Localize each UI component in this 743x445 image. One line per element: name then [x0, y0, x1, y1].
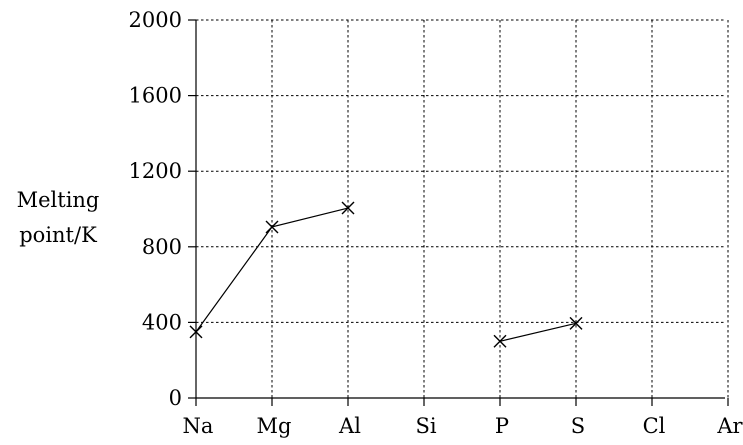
- y-tick-label: 800: [142, 235, 182, 259]
- axes: [195, 20, 725, 399]
- y-tick-label: 1600: [129, 84, 182, 108]
- y-axis-label-line-2: point/K: [19, 223, 97, 247]
- series-line-segment: [499, 322, 577, 342]
- y-axis-label: Melting point/K: [17, 188, 100, 247]
- y-ticks: 0 400 800 1200 1600 2000: [129, 8, 196, 410]
- y-tick-label: 0: [169, 386, 182, 410]
- data-point-marker: [265, 220, 279, 234]
- x-tick-label: S: [571, 414, 585, 438]
- x-tick-label: P: [495, 414, 509, 438]
- data-point-marker: [569, 316, 583, 330]
- x-tick-label: Na: [183, 414, 214, 438]
- x-tick-label: Si: [415, 414, 436, 438]
- y-axis-label-line-1: Melting: [17, 188, 100, 212]
- x-tick-label: Ar: [716, 414, 743, 438]
- x-tick-label: Al: [338, 414, 361, 438]
- x-tick-label: Cl: [643, 414, 666, 438]
- grid: [196, 19, 729, 398]
- x-tick-label: Mg: [257, 414, 292, 438]
- y-tick-label: 2000: [129, 8, 182, 32]
- x-ticks: Na Mg Al Si P S Cl Ar: [183, 398, 743, 438]
- y-tick-label: 1200: [129, 159, 182, 183]
- data-point-marker: [493, 334, 507, 348]
- data-point-marker: [341, 201, 355, 215]
- data-point-marker: [189, 325, 203, 339]
- series: [189, 201, 583, 348]
- y-tick-label: 400: [142, 310, 182, 334]
